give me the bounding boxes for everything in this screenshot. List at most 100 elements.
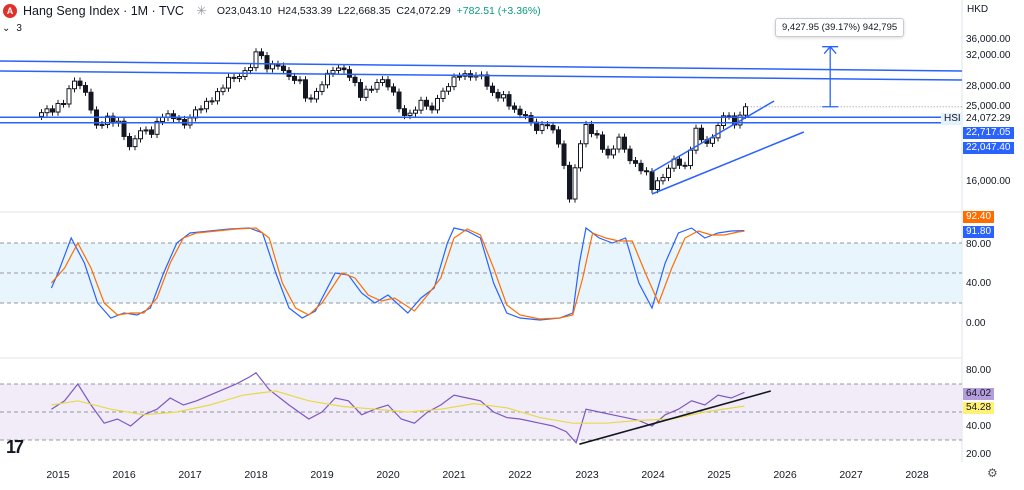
low-label: L [337,5,344,17]
candle-down [633,160,638,164]
candle-up [55,103,61,113]
candle-down [556,129,561,145]
candle-down [391,86,396,93]
candle-up [198,108,204,111]
tradingview-logo-icon[interactable]: 17 [6,437,24,457]
close-value: 24,072.29 [404,5,451,17]
x-axis-label: 2027 [839,469,863,481]
candle-up [611,148,616,156]
candle-up [209,100,215,103]
candle-down [649,171,655,191]
currency-label[interactable]: HKD [967,4,989,15]
indicators-toggle[interactable]: ⌄ 3 [2,23,22,34]
candle-up [187,117,193,126]
candle-down [281,65,286,72]
candle-up [215,91,220,102]
measure-label: 9,427.95 (39.17%) 942,795 [775,18,905,37]
candle-up [253,51,259,69]
high-label: H [277,5,286,17]
channel-lower [651,131,805,195]
stoch-line-k [50,226,745,321]
candle-down [490,85,495,93]
ohlc-readout: O23,043.10 H24,533.39 L22,668.35 C24,072… [217,5,541,17]
candle-down [638,162,644,172]
candle-up [693,127,699,151]
x-axis-label: 2021 [442,469,466,481]
candle-up [407,112,413,116]
candle-up [715,125,721,139]
x-axis-label: 2016 [112,469,136,481]
candle-down [506,94,512,107]
candle-up [583,124,589,145]
candle-down [622,136,627,150]
candle-up [743,106,748,116]
candle-up [451,76,457,88]
candle-down [77,80,83,87]
candle-up [501,94,506,99]
stoch-axis-label: 0.00 [966,318,986,329]
candle-up [440,90,446,100]
candle-down [385,79,391,88]
candle-down [699,127,704,141]
x-axis-label: 2025 [707,469,731,481]
stoch-d-tag: 92.40 [963,211,995,223]
open-value: 23,043.10 [225,5,272,17]
candle-up [105,115,110,126]
price-axis-label: 16,000.00 [966,176,1011,187]
x-axis-label: 2026 [773,469,797,481]
candle-down [550,124,556,131]
settings-gear-icon[interactable]: ✳ [195,3,207,18]
rsi-band [0,384,962,440]
candle-up [721,115,726,127]
candle-up [363,88,369,98]
candle-up [66,88,72,105]
candle-down [677,158,682,166]
level-tag-upper: 22,717.05 [963,127,1014,139]
trend-line-upper [0,60,963,72]
rsi-line [51,372,745,445]
candle-up [39,112,44,117]
stoch-band [0,243,962,303]
candle-down [589,124,594,135]
stoch-axis-label: 40.00 [966,278,992,289]
candle-up [138,130,143,140]
candle-down [50,108,55,113]
x-axis-label: 2023 [575,469,599,481]
candle-up [688,149,693,167]
candle-down [682,164,688,167]
candle-down [171,113,176,120]
candle-up [660,176,666,182]
candle-down [231,76,237,79]
candle-down [352,76,358,84]
candle-down [83,85,88,93]
chevron-down-icon[interactable]: ⌄ [2,23,11,34]
candle-up [418,99,424,111]
candle-down [308,97,314,100]
candle-down [561,143,567,166]
candle-down [484,74,490,87]
x-axis-label: 2018 [244,469,268,481]
candle-up [374,82,380,90]
x-axis-label: 2028 [905,469,929,481]
stoch-axis-label: 80.00 [966,239,992,250]
candle-up [539,124,545,131]
candle-up [330,69,336,74]
x-axis-label: 2020 [376,469,400,481]
candle-up [336,67,341,71]
channel-upper [651,100,775,173]
candle-down [523,114,528,117]
candle-down [259,51,264,57]
candle-down [429,105,435,111]
candle-up [143,129,149,132]
rsi-axis-label: 80.00 [966,365,992,376]
open-label: O [216,5,226,17]
candle-up [132,138,138,148]
candle-down [358,82,363,98]
candle-down [347,69,352,78]
symbol-logo[interactable]: A [3,4,17,18]
x-axis-label: 2015 [46,469,70,481]
low-value: 22,668.35 [343,5,391,17]
chart-settings-icon[interactable]: ⚙ [987,466,998,480]
symbol-title[interactable]: Hang Seng Index · 1M · TVC [23,4,184,18]
